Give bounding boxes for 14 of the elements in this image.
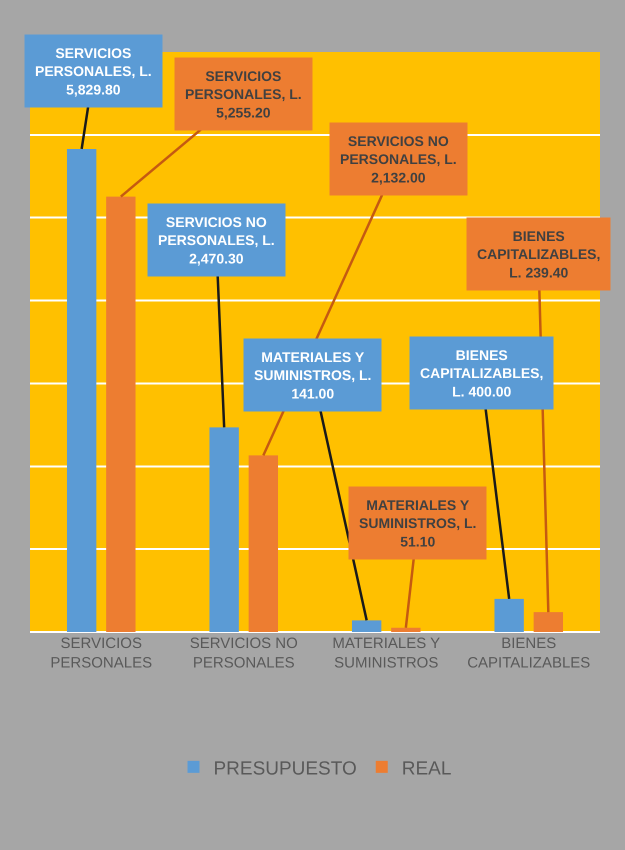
x-tick-label: SERVICIOS PERSONALES <box>50 635 152 672</box>
data-label: MATERIALES Y SUMINISTROS, L. 51.10 <box>359 497 476 550</box>
data-label: BIENES CAPITALIZABLES, L. 239.40 <box>477 228 600 280</box>
data-label: SERVICIOS PERSONALES, L. 5,829.80 <box>35 45 152 98</box>
data-label: SERVICIOS PERSONALES, L. 5,255.20 <box>185 68 302 120</box>
x-tick-label: BIENES CAPITALIZABLES <box>467 635 590 672</box>
x-tick-label: MATERIALES Y SUMINISTROS <box>332 635 440 672</box>
data-label: SERVICIOS NO PERSONALES, L. 2,470.30 <box>158 214 275 266</box>
legend-label: REAL <box>402 758 452 780</box>
data-label: SERVICIOS NO PERSONALES, L. 2,132.00 <box>340 133 457 186</box>
legend-label: PRESUPUESTO <box>214 758 357 780</box>
data-label: MATERIALES Y SUMINISTROS, L. 141.00 <box>254 349 372 402</box>
data-label: BIENES CAPITALIZABLES, L. 400.00 <box>420 347 544 400</box>
x-tick-label: SERVICIOS NO PERSONALES <box>190 635 298 672</box>
